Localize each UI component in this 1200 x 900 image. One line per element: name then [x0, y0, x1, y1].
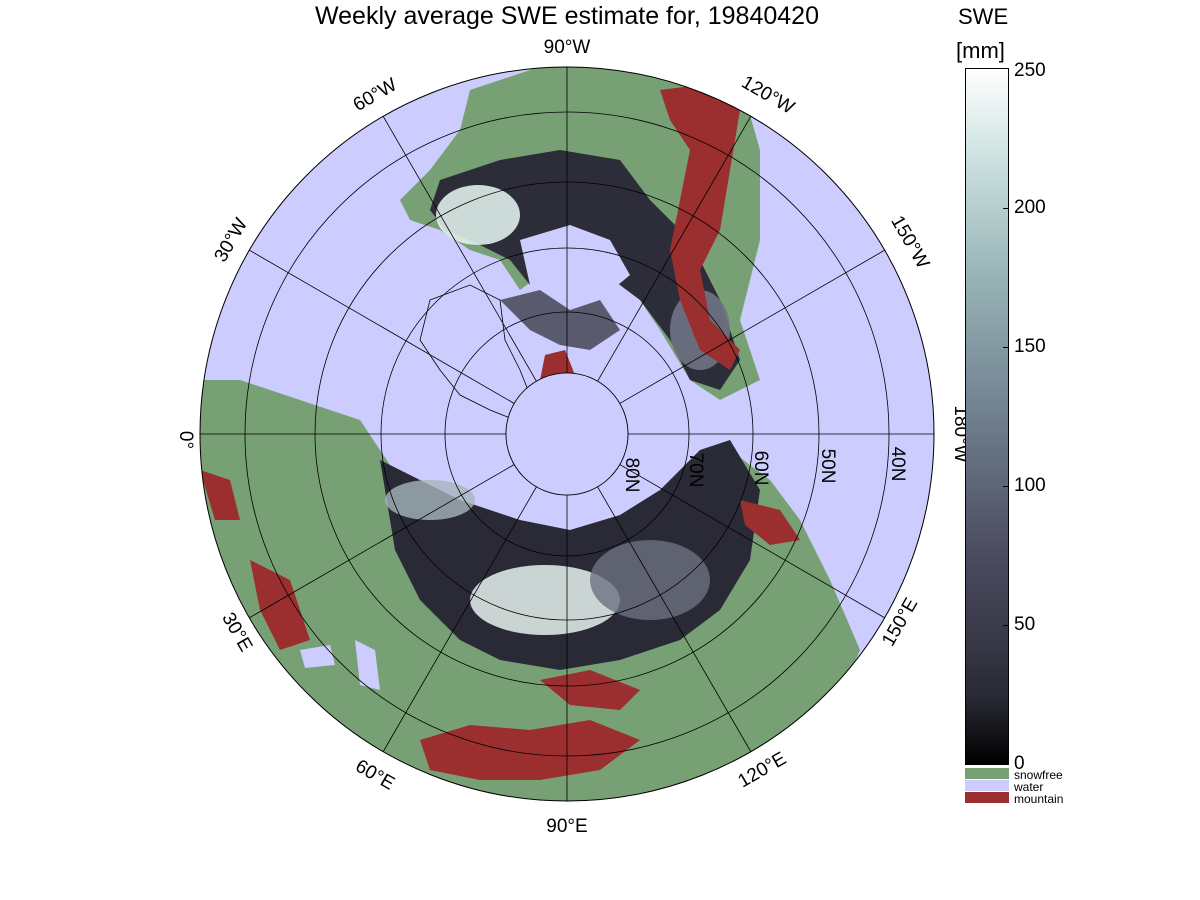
lat-label-40: 40N	[887, 447, 908, 482]
swe-colorbar	[965, 68, 1009, 765]
scandinavia-snow	[385, 480, 475, 520]
colorbar-tick-250: 250	[1014, 60, 1046, 81]
hudson-bay	[520, 225, 630, 300]
north-america-deep-snow	[436, 185, 520, 245]
legend-swatch-mountain	[965, 792, 1009, 803]
east-asia-mountains	[740, 500, 800, 545]
colorbar-tick-0: 0	[1014, 753, 1025, 774]
lon-label-90w: 90°W	[544, 37, 591, 58]
legend-label-mountain: mountain	[1014, 792, 1064, 806]
europe-mountains	[250, 560, 310, 650]
legend-swatch-water	[965, 780, 1009, 791]
east-siberia-snow	[590, 540, 710, 620]
himalaya-mountains	[420, 720, 640, 780]
legend-label-water: water	[1014, 780, 1044, 794]
colorbar-tickmark-200	[1003, 208, 1009, 209]
colorbar-tickmark-150	[1003, 347, 1009, 348]
colorbar-tick-150: 150	[1014, 336, 1046, 357]
iberia-mountains	[200, 470, 240, 520]
legend-label-snowfree: snowfree	[1014, 768, 1063, 782]
lat-label-80: 80N	[621, 458, 642, 493]
lon-label-0: 0°	[175, 431, 196, 449]
colorbar-unit: [mm]	[956, 38, 1005, 63]
latitude-labels: 80N 70N 60N 50N 40N	[621, 447, 908, 493]
lon-label-60e: 60°E	[352, 756, 398, 795]
lon-label-150w: 150°W	[886, 212, 933, 272]
rocky-mountains	[660, 85, 740, 370]
colorbar-tickmark-50	[1003, 625, 1009, 626]
lat-label-50: 50N	[817, 449, 838, 484]
polar-cap	[505, 372, 629, 496]
siberia-deep-snow	[470, 565, 620, 635]
colorbar-tick-50: 50	[1014, 614, 1036, 635]
lon-label-90e: 90°E	[546, 816, 587, 837]
lon-label-60w: 60°W	[350, 74, 401, 116]
legend-swatch-snowfree	[965, 768, 1009, 779]
lat-label-70: 70N	[685, 453, 706, 488]
colorbar-tick-100: 100	[1014, 475, 1046, 496]
caspian-sea	[355, 640, 380, 690]
map-title: Weekly average SWE estimate for, 1984042…	[315, 2, 819, 30]
arctic-archipelago	[500, 290, 620, 350]
colorbar-tick-200: 200	[1014, 197, 1046, 218]
lat-label-60: 60N	[750, 451, 771, 486]
central-asia-mountains	[540, 670, 640, 710]
lon-label-120w: 120°W	[738, 72, 798, 119]
black-sea	[300, 645, 335, 668]
colorbar-title: SWE	[958, 4, 1009, 29]
colorbar-tickmark-100	[1003, 486, 1009, 487]
